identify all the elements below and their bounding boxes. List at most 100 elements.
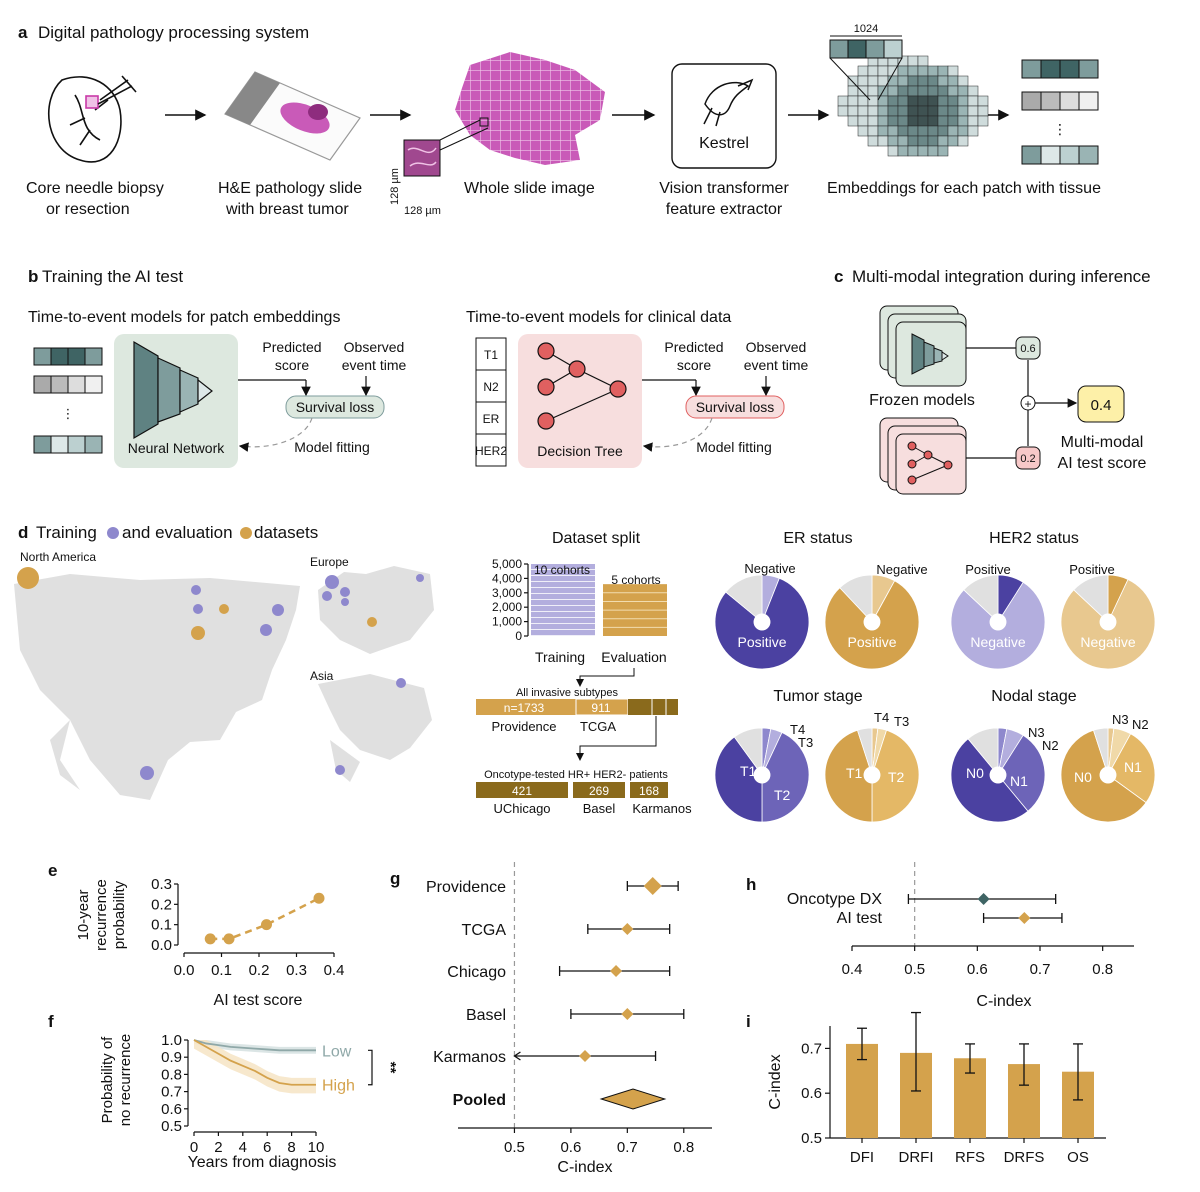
embedding-patch <box>907 65 919 77</box>
f-band-high <box>194 1040 316 1094</box>
embedding-patch <box>867 65 879 77</box>
h-x-tick-label: 0.6 <box>967 961 988 978</box>
g-estimate <box>621 1008 634 1020</box>
embedding-patch <box>897 115 909 127</box>
i-x-tick-label: DRFS <box>1004 1149 1045 1166</box>
karmanos-n: 168 <box>639 784 659 798</box>
embedding-patch <box>927 115 939 127</box>
embedding-patch <box>877 65 889 77</box>
panel-d-title-3: datasets <box>254 523 318 542</box>
embedding-patch <box>907 75 919 87</box>
embedding-patch <box>847 95 859 107</box>
embedding-patch <box>907 115 919 127</box>
embedding-patch <box>887 75 899 87</box>
pie-tumor-eval-hole <box>863 766 881 784</box>
e-y-tick-label: 0.3 <box>151 876 172 893</box>
panel-e: e 0.0 0.1 0.2 0.3 0.0 0.1 0.2 0.3 0.4 AI test sco… <box>48 861 344 1009</box>
split-y-tick-label: 0 <box>515 629 522 643</box>
f-sig-bracket <box>368 1049 373 1086</box>
plus-sign: + <box>1024 397 1031 411</box>
basel-label: Basel <box>583 801 616 816</box>
embedding-patch <box>937 95 949 107</box>
embedding-patch <box>877 135 889 147</box>
embedding-patch <box>867 85 879 97</box>
g-row-label: TCGA <box>462 922 507 939</box>
embedding-patch <box>927 105 939 117</box>
f-xlabel: Years from diagnosis <box>188 1154 337 1171</box>
pie-nodal-eval-n2: N2 <box>1132 717 1149 732</box>
embedding-patch <box>927 75 939 87</box>
g-estimate <box>643 877 662 895</box>
evaluation-cohorts: 5 cohorts <box>611 573 660 587</box>
g-x-tick-label: 0.6 <box>560 1139 581 1156</box>
biopsy-icon <box>48 75 137 163</box>
e-line <box>210 897 320 941</box>
e-y-tick-label: 0.2 <box>151 896 172 913</box>
pie-her2-train-slice <box>963 574 999 623</box>
split-y-tick-label: 2,000 <box>492 600 522 614</box>
decision-tree-box <box>518 334 642 468</box>
pie-nodal-eval-hole <box>1099 766 1117 784</box>
vertical-ellipsis: ⋮ <box>62 406 75 421</box>
f-ylabel: no recurrence <box>117 1034 134 1127</box>
i-x-tick-label: DFI <box>850 1149 874 1166</box>
embedding-patch <box>957 125 969 137</box>
embedding-patch <box>957 105 969 117</box>
slide-label-2: with breast tumor <box>225 201 349 218</box>
embedding-patch <box>867 125 879 137</box>
chart-e: 0.0 0.1 0.2 0.3 0.0 0.1 0.2 0.3 0.4 AI test score… <box>75 876 344 1009</box>
embedding-patch <box>927 95 939 107</box>
f-y-tick-label: 0.9 <box>161 1049 182 1066</box>
embedding-patch <box>867 75 879 87</box>
kestrel-label: Kestrel <box>699 135 749 152</box>
pie-er-train-hole <box>753 613 771 631</box>
split-y-tick-label: 5,000 <box>492 557 522 571</box>
panel-letter: i <box>746 1012 751 1031</box>
pie-nodal-eval-n1: N1 <box>1124 759 1142 775</box>
g-estimate <box>579 1050 591 1062</box>
pie-her2-train-hole <box>989 613 1007 631</box>
embedding-patch <box>957 115 969 127</box>
tumor-title: Tumor stage <box>773 688 862 705</box>
e-x-tick-label: 0.3 <box>286 962 307 979</box>
f-ylabel: Probability of <box>99 1036 116 1124</box>
pie-tumor-eval-slice <box>824 729 873 823</box>
cohort-bar-all <box>476 698 678 716</box>
embedding-patch <box>957 75 969 87</box>
chart-h: 0.4 0.5 0.6 0.7 0.8 C-index Oncotype DX AI test <box>787 862 1134 1010</box>
pie-nodal-train-slice <box>950 738 1029 823</box>
panel-i: i 0.5 0.6 0.7 C-index DFI DRFI RFS DRFS OS <box>746 1011 1106 1166</box>
pie-er-eval-hole <box>863 613 881 631</box>
panel-letter: e <box>48 861 57 880</box>
pie-tumor-train-hole <box>753 766 771 784</box>
embedding-patch <box>947 115 959 127</box>
g-ci-arrow <box>513 1051 521 1061</box>
embedding-patch <box>847 105 859 117</box>
panel-b-title: Training the AI test <box>42 267 183 286</box>
region-asia: Asia <box>310 669 334 683</box>
embedding-input <box>33 347 103 454</box>
pie-her2-eval-positive: Positive <box>1069 562 1115 577</box>
feature-n2: N2 <box>483 380 499 394</box>
i-x-tick-label: DRFI <box>899 1149 934 1166</box>
embedding-patch <box>897 125 909 137</box>
f-y-tick-label: 0.5 <box>161 1118 182 1135</box>
embedding-patch <box>917 85 929 97</box>
embedding-patch <box>967 115 979 127</box>
i-y-tick-label: 0.5 <box>801 1130 822 1147</box>
g-xlabel: C-index <box>557 1159 612 1176</box>
observed-label-2: event time <box>744 357 809 373</box>
panel-letter: g <box>390 869 400 888</box>
f-x-tick-label: 0 <box>190 1139 198 1156</box>
embedding-callout <box>829 35 903 101</box>
oncotype-arrow <box>576 716 657 761</box>
i-ylabel: C-index <box>767 1054 784 1109</box>
embedding-patch <box>927 65 939 77</box>
embedding-patch <box>917 125 929 137</box>
panel-letter: b <box>28 267 38 286</box>
nn-label: Neural Network <box>128 440 225 456</box>
embedding-grid <box>837 55 989 157</box>
uchicago-label: UChicago <box>493 801 550 816</box>
h-estimate <box>977 893 990 905</box>
embedding-patch <box>947 65 959 77</box>
